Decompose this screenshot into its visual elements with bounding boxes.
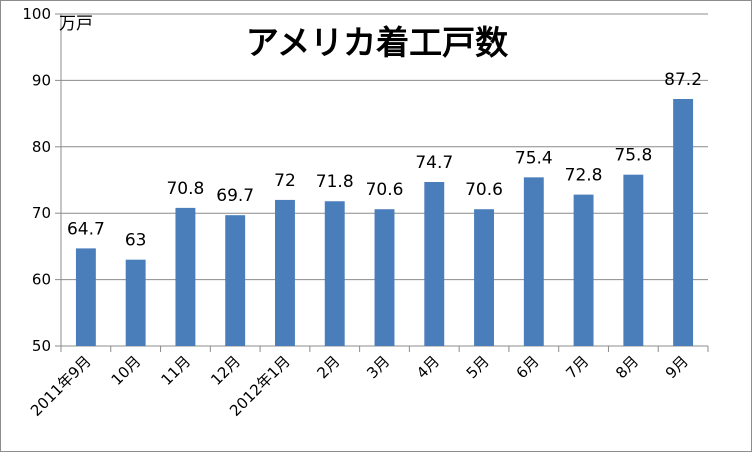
data-label: 70.6 <box>366 180 404 200</box>
x-tick-label: 10月 <box>108 352 145 389</box>
data-label: 70.6 <box>465 180 503 200</box>
data-label: 63 <box>125 231 147 251</box>
bar <box>225 215 246 346</box>
bar <box>523 177 544 346</box>
bar-series <box>75 98 694 346</box>
data-label: 75.4 <box>515 148 553 168</box>
data-label: 87.2 <box>664 70 702 90</box>
x-tick-label: 9月 <box>662 352 692 382</box>
bar <box>623 174 644 346</box>
bar <box>424 181 445 346</box>
data-label: 74.7 <box>415 153 453 173</box>
data-labels: 64.7 63 70.8 69.7 72 71.8 70.6 74.7 70.6 75.4 72.8… <box>67 70 702 251</box>
x-tick-label: 2011年9月 <box>27 352 95 420</box>
data-label: 64.7 <box>67 219 105 239</box>
bar <box>474 209 494 346</box>
x-tick-label: 12月 <box>207 352 244 389</box>
chart-title: アメリカ着工戸数 <box>246 23 509 62</box>
bar <box>175 207 196 346</box>
data-label: 70.8 <box>166 179 204 199</box>
bar <box>75 248 96 346</box>
y-tick-label: 50 <box>32 337 51 355</box>
bar <box>374 209 395 346</box>
data-label: 72 <box>274 171 296 191</box>
y-tick-label: 80 <box>32 138 51 156</box>
data-label: 69.7 <box>216 186 254 206</box>
x-tick-label: 3月 <box>363 352 393 382</box>
y-tick-label: 60 <box>32 271 51 289</box>
x-tick-label: 2月 <box>313 352 343 382</box>
y-tick-label: 100 <box>22 5 51 23</box>
unit-label: 万戸 <box>59 14 93 34</box>
x-tick-label: 8月 <box>612 352 642 382</box>
x-tick-label: 5月 <box>463 352 493 382</box>
bar <box>573 194 594 346</box>
data-label: 75.8 <box>614 146 652 166</box>
x-tick-label: 6月 <box>513 352 543 382</box>
bar <box>125 259 146 346</box>
bar <box>673 98 694 346</box>
x-tick-label: 7月 <box>562 352 592 382</box>
data-label: 71.8 <box>316 172 354 192</box>
bar <box>324 201 345 346</box>
y-tick-label: 90 <box>32 71 51 89</box>
y-tick-label: 70 <box>32 204 51 222</box>
x-tick-label: 11月 <box>157 352 194 389</box>
y-axis-ticks: 50 60 70 80 90 100 <box>22 5 51 355</box>
x-tick-label: 4月 <box>413 352 443 382</box>
bar <box>275 199 295 346</box>
data-label: 72.8 <box>565 166 603 186</box>
